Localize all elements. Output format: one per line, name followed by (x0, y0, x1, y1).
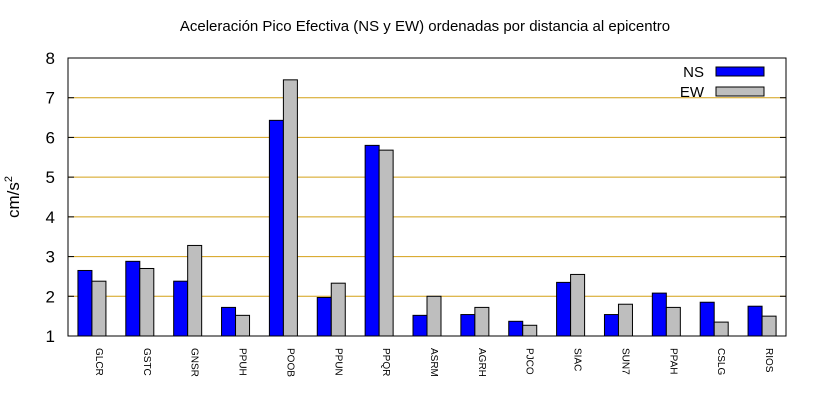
x-tick-label: GSTC (141, 348, 152, 376)
bar-ns-gnsr (173, 280, 189, 337)
x-tick-label: GNSR (189, 348, 200, 377)
y-tick-label: 5 (46, 168, 55, 187)
x-tick-label: ASRM (428, 348, 439, 377)
bar-ew-gstc (139, 267, 155, 337)
bar-ew-rios (761, 315, 777, 337)
bar-ns-gstc (125, 260, 141, 337)
x-tick-labels: GLCR GSTC GNSR PPUH POOB PPUN PPQR ASRM AGRH PJCO… (93, 348, 774, 377)
legend-swatch-ns (715, 66, 765, 77)
y-tick-label: 4 (46, 208, 55, 227)
bar-ns-agrh (460, 314, 476, 337)
x-tick-label: GLCR (93, 348, 104, 376)
bar-ew-agrh (474, 306, 490, 337)
bar-ns-siac (556, 281, 572, 337)
y-tick-label: 8 (46, 49, 55, 68)
bar-ns-glcr (77, 269, 93, 337)
bar-ew-sun7 (617, 303, 633, 337)
plot-frame (67, 57, 787, 337)
x-tick-label: SUN7 (619, 348, 630, 375)
bar-ew-siac (570, 273, 586, 337)
y-tick-labels: 1 2 3 4 5 6 7 8 (46, 49, 55, 346)
bar-ew-glcr (91, 280, 107, 337)
x-tick-label: SIAC (572, 348, 583, 371)
y-tick-label: 1 (46, 327, 55, 346)
y-axis-label: cm/s2 (3, 176, 23, 218)
bar-ns-ppun (316, 296, 332, 337)
bar-ns-cslg (699, 301, 715, 337)
y-axis-label-base: cm/s (4, 182, 23, 218)
bar-ns-poob (268, 119, 284, 337)
axes (67, 57, 787, 337)
bar-ns-asrm (412, 314, 428, 337)
bar-ew-ppqr (378, 149, 394, 337)
y-tick-label: 7 (46, 89, 55, 108)
bar-ns-pjco (508, 320, 524, 337)
bar-ew-asrm (426, 295, 442, 337)
legend-label-ns: NS (683, 64, 704, 81)
bar-ew-cslg (713, 321, 729, 337)
bar-ns-ppqr (364, 144, 380, 337)
legend-label-ew: EW (680, 84, 705, 101)
x-tick-label: PPUN (332, 348, 343, 376)
bar-ew-gnsr (187, 244, 203, 337)
x-tick-label: POOB (284, 348, 295, 377)
y-axis-label-exponent: 2 (3, 176, 15, 182)
bar-ew-ppuh (235, 314, 251, 337)
x-tick-label: RIOS (763, 348, 774, 373)
chart-title: Aceleración Pico Efectiva (NS y EW) orde… (180, 18, 670, 35)
y-tick-label: 6 (46, 128, 55, 147)
legend: NS EW (680, 64, 765, 101)
y-tick-label: 2 (46, 287, 55, 306)
bar-ew-ppun (330, 282, 346, 337)
x-tick-label: PPQR (380, 348, 391, 376)
x-tick-label: PJCO (524, 348, 535, 375)
x-tick-label: AGRH (476, 348, 487, 377)
bar-ew-pjco (522, 324, 538, 337)
x-tick-label: CSLG (715, 348, 726, 375)
bar-ns-rios (747, 305, 763, 337)
y-tick-label: 3 (46, 248, 55, 267)
grid-lines (68, 97, 786, 297)
x-tick-label: PPUH (237, 348, 248, 376)
bar-ns-sun7 (603, 314, 619, 337)
bar-ns-ppah (651, 292, 667, 337)
bar-ns-ppuh (221, 306, 237, 337)
bar-ew-ppah (665, 306, 681, 337)
bars (77, 79, 777, 337)
bar-ew-poob (282, 79, 298, 337)
x-tick-label: PPAH (667, 348, 678, 375)
legend-swatch-ew (715, 86, 765, 97)
